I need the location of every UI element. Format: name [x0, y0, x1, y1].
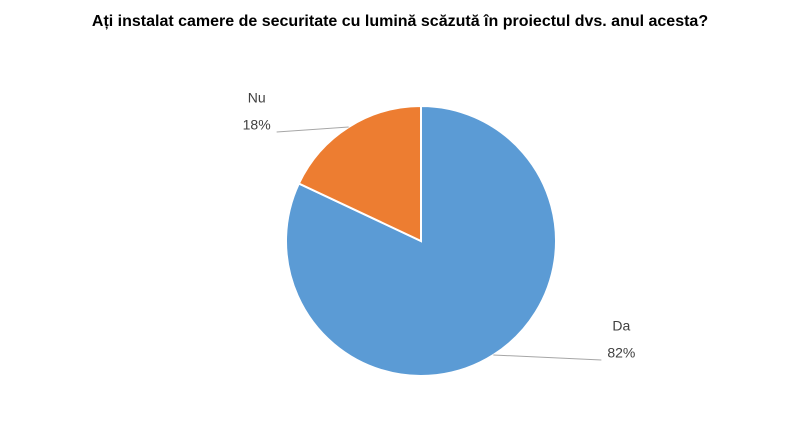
leader-line: [493, 354, 602, 361]
value-label: 18%: [243, 117, 271, 133]
value-label: 82%: [607, 345, 635, 361]
category-label: Nu: [248, 90, 266, 106]
chart-title: Ați instalat camere de securitate cu lum…: [92, 13, 708, 30]
category-label: Da: [612, 318, 630, 334]
leader-line: [276, 126, 349, 133]
